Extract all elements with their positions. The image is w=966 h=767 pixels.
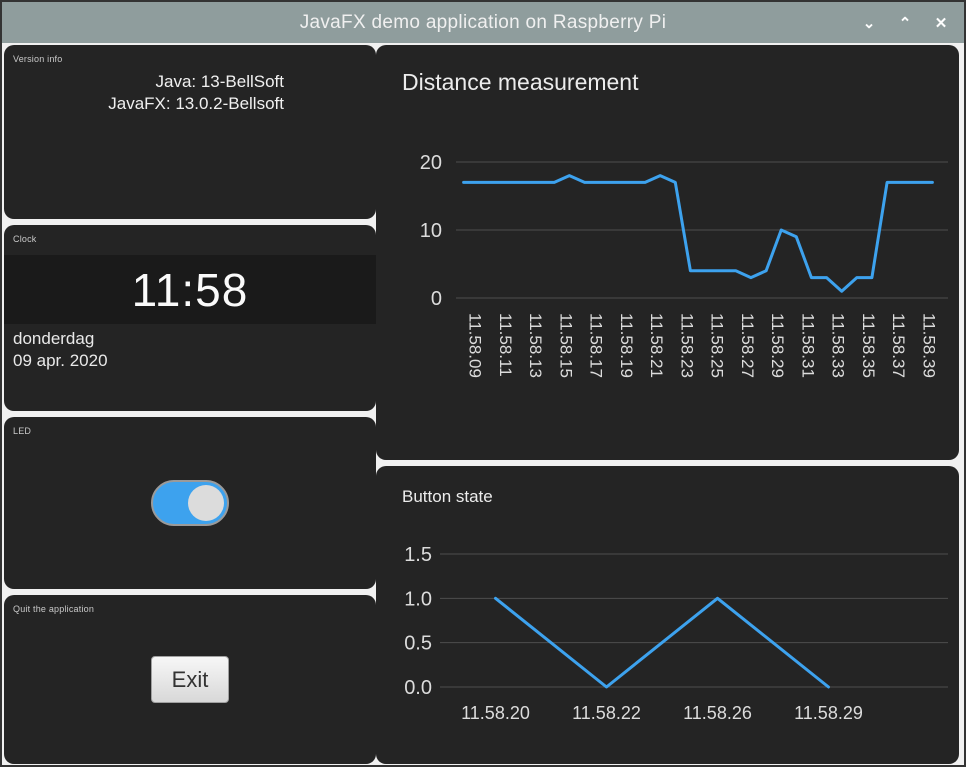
y-axis-tick-label: 0.5 [404, 633, 432, 655]
x-axis-tick-label: 11.58.25 [708, 313, 727, 378]
x-axis-tick-label: 11.58.29 [794, 703, 863, 723]
java-version-text: Java: 13-BellSoft [155, 72, 284, 91]
clock-panel: Clock 11:58 donderdag 09 apr. 2020 [4, 225, 376, 411]
clock-panel-label: Clock [13, 234, 37, 244]
x-axis-tick-label: 11.58.26 [683, 703, 752, 723]
distance-chart: 0 10 20 11.58.09 11.58.11 11.58.13 11.58.15 11.… [420, 152, 948, 378]
window-title: JavaFX demo application on Raspberry Pi [299, 11, 667, 33]
clock-time: 11:58 [131, 263, 249, 316]
clock-date: 09 apr. 2020 [13, 351, 108, 370]
x-axis-tick-label: 11.58.27 [738, 313, 757, 378]
chevron-down-icon: ⌄ [862, 14, 876, 32]
button-state-chart: 0.0 0.5 1.0 1.5 11.58.20 11.58.22 11.58.26 11.5… [404, 544, 948, 723]
x-axis-tick-label: 11.58.20 [461, 703, 530, 723]
led-toggle-thumb[interactable] [188, 485, 224, 521]
led-panel-label: LED [13, 426, 32, 436]
quit-panel: Quit the application Exit [4, 595, 376, 764]
x-axis-tick-label: 11.58.33 [829, 313, 848, 378]
x-axis-tick-label: 11.58.17 [587, 313, 606, 378]
x-axis-tick-label: 11.58.39 [919, 313, 938, 378]
led-panel: LED [4, 417, 376, 589]
x-axis-tick-label: 11.58.19 [617, 313, 636, 378]
y-axis-tick-label: 1.5 [404, 544, 432, 566]
x-axis-tick-label: 11.58.31 [798, 313, 817, 378]
x-axis-tick-label: 11.58.29 [768, 313, 787, 378]
clock-weekday: donderdag [13, 329, 95, 348]
y-axis-tick-label: 10 [420, 220, 442, 242]
version-info: Java: 13-BellSoft JavaFX: 13.0.2-Bellsof… [4, 71, 284, 115]
chart-line [494, 596, 830, 689]
window-controls: ⌄ ⌃ ✕ [858, 2, 952, 43]
led-toggle-wrap [4, 417, 376, 589]
button-state-chart-title: Button state [402, 487, 493, 506]
version-panel-label: Version info [13, 54, 63, 64]
close-button[interactable]: ✕ [930, 12, 952, 34]
x-axis-tick-label: 11.58.35 [859, 313, 878, 378]
x-axis-tick-label: 11.58.11 [496, 313, 515, 377]
clock-band: 11:58 [4, 255, 376, 324]
exit-button[interactable]: Exit [151, 656, 229, 703]
x-axis-tick-label: 11.58.37 [889, 313, 908, 378]
version-panel: Version info Java: 13-BellSoft JavaFX: 1… [4, 45, 376, 219]
distance-chart-title: Distance measurement [402, 69, 639, 95]
javafx-version-text: JavaFX: 13.0.2-Bellsoft [108, 94, 284, 113]
chart-line [462, 174, 934, 293]
quit-panel-label: Quit the application [13, 604, 95, 614]
y-axis-tick-label: 0.0 [404, 677, 432, 699]
x-axis-tick-label: 11.58.09 [466, 313, 485, 378]
y-axis-tick-label: 0 [431, 288, 442, 310]
led-toggle[interactable] [151, 480, 229, 526]
chevron-up-icon: ⌃ [898, 14, 912, 32]
x-axis-tick-label: 11.58.13 [526, 313, 545, 378]
maximize-button[interactable]: ⌃ [894, 12, 916, 34]
distance-chart-panel: Distance measurement 0 10 20 11.58.09 11.58.… [376, 45, 959, 460]
x-axis-tick-label: 11.58.23 [677, 313, 696, 378]
button-state-chart-panel: Button state 0.0 0.5 1.0 1.5 11.58.20 11.58.2… [376, 466, 959, 764]
close-icon: ✕ [934, 14, 948, 32]
exit-button-wrap: Exit [4, 595, 376, 764]
clock-date-block: donderdag 09 apr. 2020 [13, 328, 108, 372]
minimize-button[interactable]: ⌄ [858, 12, 880, 34]
x-axis-tick-label: 11.58.21 [647, 313, 666, 378]
y-axis-tick-label: 20 [420, 152, 442, 174]
x-axis-tick-label: 11.58.15 [556, 313, 575, 378]
x-axis-tick-label: 11.58.22 [572, 703, 641, 723]
titlebar[interactable]: JavaFX demo application on Raspberry Pi … [2, 2, 964, 43]
y-axis-tick-label: 1.0 [404, 588, 432, 610]
